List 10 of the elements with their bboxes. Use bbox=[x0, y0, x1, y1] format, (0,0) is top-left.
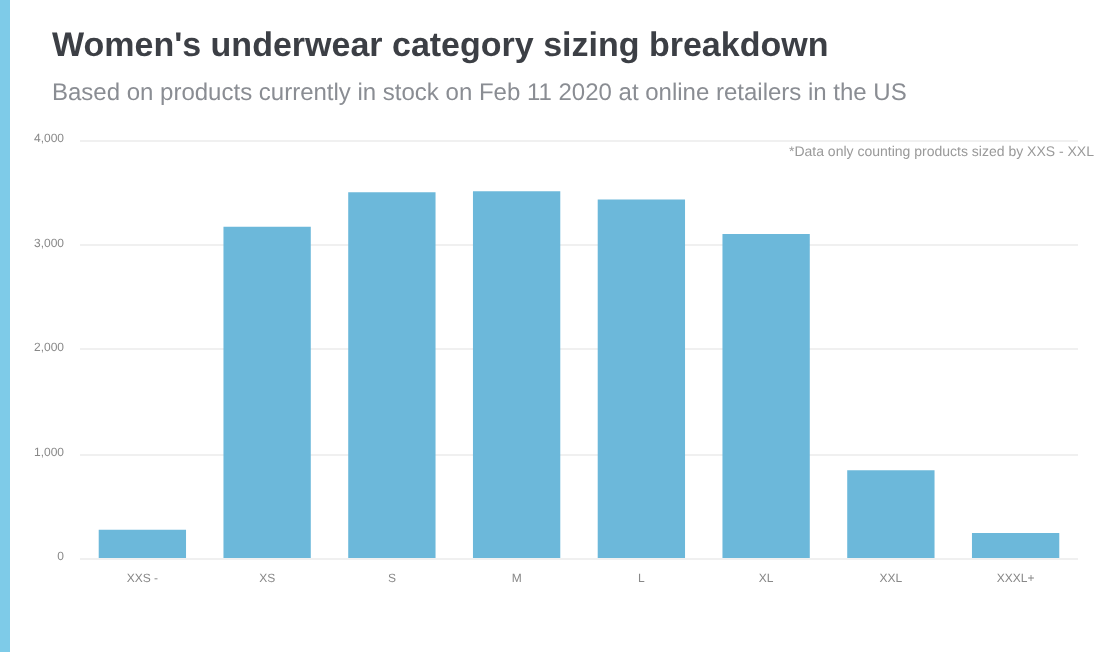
chart-subtitle: Based on products currently in stock on Feb 11 2020 at online retailers in the US bbox=[52, 78, 907, 106]
bar bbox=[348, 192, 436, 558]
bar bbox=[98, 529, 187, 558]
bar bbox=[722, 234, 810, 558]
bar bbox=[971, 532, 1060, 558]
bar bbox=[472, 191, 561, 558]
bar bbox=[597, 199, 686, 558]
bar bbox=[847, 470, 935, 558]
chart-title: Women's underwear category sizing breakdown bbox=[52, 26, 829, 66]
bar bbox=[223, 226, 311, 558]
